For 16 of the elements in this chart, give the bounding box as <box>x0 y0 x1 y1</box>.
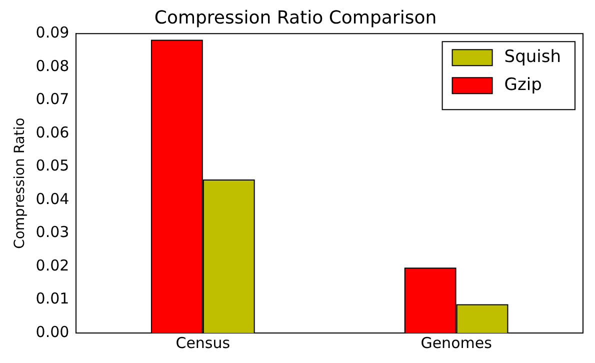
y-tick-label: 0.01 <box>36 290 70 308</box>
y-tick-label: 0.07 <box>36 90 70 108</box>
y-tick-label: 0.08 <box>36 56 70 75</box>
legend-label: Gzip <box>504 75 542 96</box>
x-tick-label: Census <box>176 334 230 352</box>
x-tick-label: Genomes <box>420 334 492 352</box>
y-tick-label: 0.05 <box>36 156 70 175</box>
y-tick-label: 0.00 <box>36 322 70 341</box>
chart-title: Compression Ratio Comparison <box>154 7 437 28</box>
y-tick-label: 0.03 <box>36 223 70 242</box>
y-tick-label: 0.02 <box>36 256 70 274</box>
y-tick-label: 0.09 <box>36 23 70 42</box>
legend-label: Squish <box>504 47 562 68</box>
y-axis-title: Compression Ratio <box>12 118 28 249</box>
y-tick-label: 0.06 <box>36 123 70 142</box>
y-tick-label: 0.04 <box>36 190 70 208</box>
